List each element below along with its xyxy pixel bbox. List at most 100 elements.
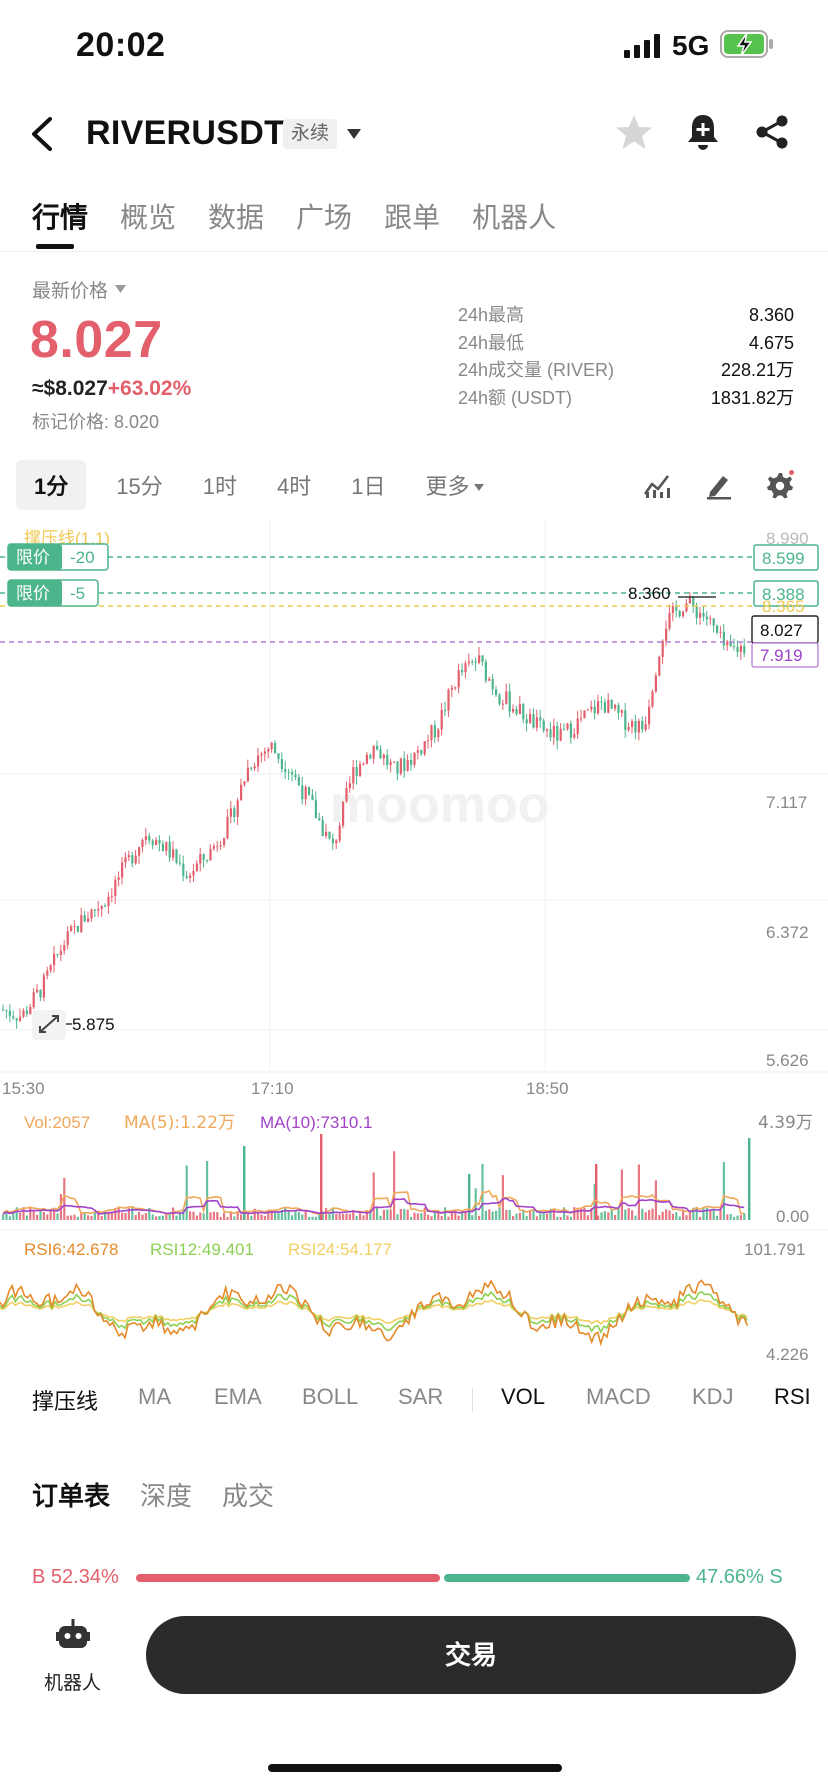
- candle-body: [19, 1016, 22, 1021]
- interval-1d[interactable]: 1日: [351, 474, 386, 499]
- rsi6-label: RSI6:42.678: [24, 1240, 119, 1259]
- volume-bar: [19, 1212, 22, 1220]
- candle-body: [70, 926, 73, 932]
- price-alert-bell-icon[interactable]: [686, 112, 720, 152]
- candle-body: [403, 758, 406, 771]
- expand-chart-icon[interactable]: [32, 1010, 66, 1040]
- indicator-kdj[interactable]: KDJ: [692, 1384, 734, 1409]
- candle-body: [104, 905, 107, 907]
- volume-bar: [243, 1146, 246, 1220]
- draw-pen-icon[interactable]: [704, 470, 734, 500]
- rsi24-line: [0, 1299, 748, 1326]
- indicator-macd[interactable]: MACD: [586, 1384, 651, 1409]
- volume-ma10-line: [2, 1197, 745, 1215]
- candle-body: [155, 839, 158, 846]
- robot-label[interactable]: 机器人: [44, 1673, 102, 1694]
- candle-body: [257, 755, 260, 767]
- candle-body: [216, 846, 219, 848]
- volume-bar: [719, 1209, 722, 1220]
- tab-market[interactable]: 行情: [32, 202, 89, 233]
- volume-bar: [280, 1209, 283, 1220]
- volume-bar: [484, 1210, 487, 1220]
- kline-chart[interactable]: moomoo 撑压线(1,1) 8.990 限价 -20 限价 -5 8.599…: [0, 520, 828, 1370]
- tab-robot[interactable]: 机器人: [472, 202, 557, 233]
- symbol-dropdown-icon[interactable]: [347, 128, 361, 140]
- candle-body: [321, 820, 324, 837]
- volume-bar: [117, 1207, 120, 1220]
- volume-bar: [127, 1208, 130, 1220]
- interval-1h[interactable]: 1时: [202, 474, 237, 499]
- candle-body: [610, 700, 613, 709]
- volume-bar: [124, 1213, 127, 1220]
- volume-bar: [532, 1209, 535, 1220]
- candle-body: [573, 734, 576, 738]
- interval-15m[interactable]: 15分: [116, 474, 163, 499]
- volume-bar: [12, 1211, 15, 1220]
- volume-bar: [491, 1211, 494, 1220]
- candle-body: [110, 895, 113, 897]
- volume-bar: [284, 1207, 287, 1220]
- candle-body: [722, 631, 725, 646]
- trade-button[interactable]: 交易: [146, 1616, 796, 1694]
- candle-body: [529, 713, 532, 724]
- tab-copy-trading[interactable]: 跟单: [384, 202, 441, 233]
- interval-4h[interactable]: 4时: [276, 474, 312, 499]
- volume-bar: [233, 1216, 236, 1220]
- rsi24-label: RSI24:54.177: [288, 1240, 392, 1259]
- indicator-boll[interactable]: BOLL: [302, 1384, 359, 1409]
- indicator-chart-icon[interactable]: [642, 470, 672, 500]
- interval-1m[interactable]: 1分: [16, 460, 87, 510]
- volume-bar: [722, 1162, 725, 1220]
- candle-body: [692, 597, 695, 607]
- volume-bar: [549, 1208, 552, 1220]
- buy-ratio-bar: [136, 1574, 440, 1582]
- usd-price-line: ≈$8.027+63.02%: [32, 377, 191, 401]
- vol-label: Vol:2057: [24, 1113, 90, 1132]
- volume-bar: [311, 1216, 314, 1220]
- candle-body: [49, 965, 52, 971]
- candle-body: [8, 1010, 11, 1017]
- candle-body: [712, 618, 715, 626]
- chart-settings-gear-icon[interactable]: [764, 470, 794, 500]
- volume-bar: [386, 1209, 389, 1220]
- latest-price-label[interactable]: 最新价格: [32, 281, 109, 302]
- volume-bar: [165, 1214, 168, 1220]
- indicator-sar[interactable]: SAR: [398, 1384, 444, 1409]
- volume-bar: [389, 1209, 392, 1220]
- candle-body: [178, 862, 181, 864]
- back-arrow-icon[interactable]: [28, 116, 56, 152]
- volume-bar: [49, 1209, 52, 1220]
- interval-more[interactable]: 更多: [425, 469, 484, 501]
- share-icon[interactable]: [754, 114, 790, 150]
- tab-data[interactable]: 数据: [208, 202, 265, 233]
- tab-order-book[interactable]: 订单表: [32, 1481, 111, 1511]
- robot-icon[interactable]: [56, 1618, 90, 1652]
- latest-price-dropdown-icon[interactable]: [115, 285, 126, 294]
- contract-type-badge[interactable]: 永续: [283, 119, 338, 149]
- limit-order-tag[interactable]: 限价 -20: [7, 543, 109, 571]
- tab-depth[interactable]: 深度: [140, 1481, 193, 1511]
- indicator-ma[interactable]: MA: [138, 1384, 171, 1409]
- volume-bar: [692, 1207, 695, 1220]
- volume-bar: [274, 1212, 277, 1220]
- indicator-support-resistance[interactable]: 撑压线: [32, 1389, 99, 1414]
- high-price-label: 8.360: [628, 584, 671, 603]
- volume-bar: [631, 1210, 634, 1220]
- candle-body: [488, 678, 491, 681]
- tab-overview[interactable]: 概览: [120, 202, 177, 233]
- favorite-star-icon[interactable]: [615, 114, 653, 150]
- limit-order-tag[interactable]: 限价 -5: [7, 579, 99, 607]
- candle-body: [148, 835, 151, 841]
- candle-body: [284, 769, 287, 772]
- volume-bar: [661, 1211, 664, 1220]
- volume-bar: [552, 1208, 555, 1220]
- candle-body: [399, 758, 402, 774]
- volume-bar: [648, 1209, 651, 1220]
- current-price: 8.027: [760, 621, 803, 640]
- indicator-vol[interactable]: VOL: [501, 1384, 546, 1409]
- tab-plaza[interactable]: 广场: [296, 202, 353, 233]
- indicator-rsi[interactable]: RSI: [774, 1384, 811, 1409]
- indicator-ema[interactable]: EMA: [214, 1384, 262, 1409]
- symbol-title[interactable]: RIVERUSDT: [86, 114, 286, 152]
- tab-trades[interactable]: 成交: [222, 1481, 275, 1511]
